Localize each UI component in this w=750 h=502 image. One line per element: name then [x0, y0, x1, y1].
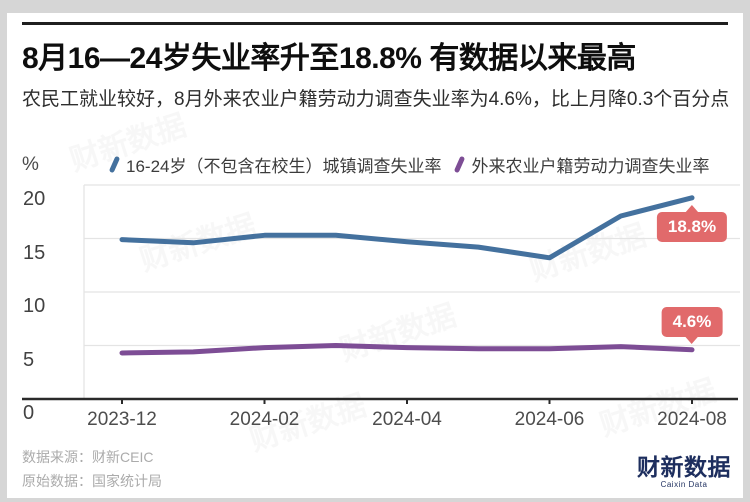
legend-item-migrant-unemployment: 外来农业户籍劳动力调查失业率	[454, 152, 710, 177]
y-axis-unit-label: %	[22, 154, 39, 175]
badge-value: 18.8%	[667, 216, 717, 236]
legend-label: 外来农业户籍劳动力调查失业率	[471, 157, 710, 176]
series-line-1	[119, 343, 695, 356]
line-chart	[22, 184, 740, 404]
original-data-line: 原始数据：国家统计局	[22, 473, 162, 489]
data-source-line: 数据来源：财新CEIC	[22, 449, 154, 465]
legend-label: 16-24岁（不包含在校生）城镇调查失业率	[126, 157, 442, 176]
chart-card: 8月16—24岁失业率升至18.8% 有数据以来最高 农民工就业较好，8月外来农…	[7, 13, 743, 498]
page-title: 8月16—24岁失业率升至18.8% 有数据以来最高	[22, 42, 636, 75]
legend-item-youth-unemployment: 16-24岁（不包含在校生）城镇调查失业率	[108, 152, 442, 177]
logo-english-text: Caixin Data	[660, 480, 708, 489]
badge-value: 4.6%	[672, 311, 712, 331]
caixin-data-logo: 财新数据 Caixin Data	[637, 455, 731, 489]
data-label-badge-4-6: 4.6%	[661, 306, 723, 344]
chart-legend: 16-24岁（不包含在校生）城镇调查失业率 外来农业户籍劳动力调查失业率	[108, 152, 710, 177]
series-line-0	[119, 195, 695, 261]
data-label-badge-18-8: 18.8%	[656, 204, 728, 242]
logo-chinese-text: 财新数据	[637, 454, 731, 480]
page-subtitle: 农民工就业较好，8月外来农业户籍劳动力调查失业率为4.6%，比上月降0.3个百分…	[22, 89, 730, 110]
header-rule	[22, 22, 728, 25]
